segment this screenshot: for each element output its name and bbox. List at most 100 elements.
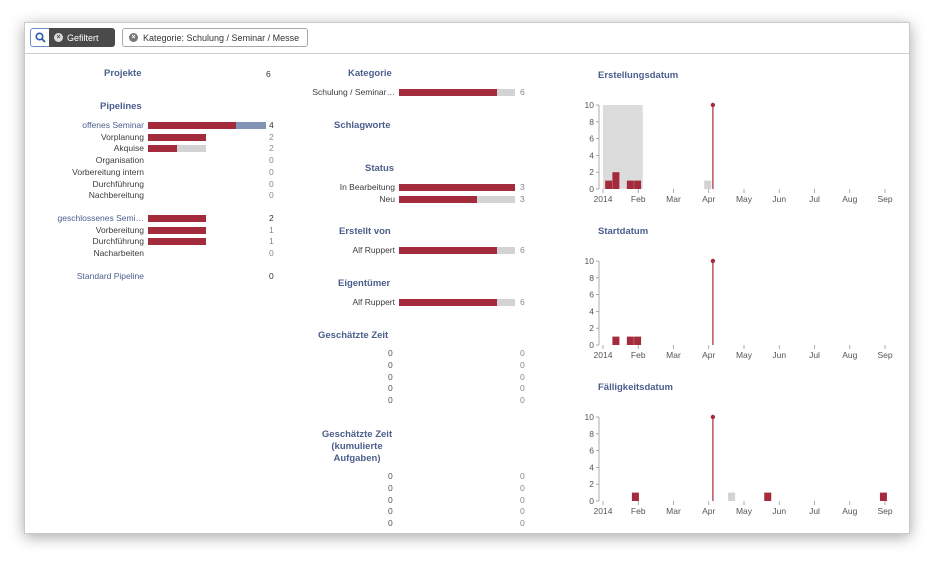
created-date-chart: Erstellungsdatum 0 2 4 6 8 10 2014 Feb Mar Apr May J…	[585, 70, 893, 204]
pipeline-stage-label[interactable]: Durchführung	[92, 236, 144, 247]
time-value-left: 0	[388, 506, 393, 517]
pipeline-bar	[148, 215, 206, 222]
facet-row-count: 6	[520, 245, 525, 255]
heading-line-2: (kumulierte	[331, 441, 383, 452]
pipeline-bar-rest	[236, 122, 266, 129]
y-tick-label: 4	[589, 150, 594, 160]
x-tick-label: Feb	[631, 350, 646, 360]
y-tick-label: 0	[589, 340, 594, 350]
projects-heading[interactable]: Projekte	[104, 68, 142, 79]
x-tick-label: 2014	[594, 350, 613, 360]
facet-row-count: 6	[520, 297, 525, 307]
x-tick-label: Sep	[877, 350, 892, 360]
x-tick-label: Jul	[809, 350, 820, 360]
y-tick-label: 0	[589, 184, 594, 194]
time-value-right: 0	[520, 482, 525, 493]
pipeline-bar-rest	[177, 145, 206, 153]
x-tick-label: May	[736, 194, 753, 204]
x-tick-label: Jun	[772, 506, 786, 516]
facet-bar	[399, 89, 497, 96]
time-value-left: 0	[388, 395, 393, 406]
remove-filter-icon[interactable]: ×	[129, 33, 138, 42]
y-tick-label: 2	[589, 479, 594, 489]
time-value-left: 0	[388, 471, 393, 481]
x-tick-label: Apr	[702, 506, 715, 516]
y-tick-label: 10	[585, 100, 595, 110]
category-heading: Kategorie	[348, 68, 392, 79]
x-tick-label: May	[736, 350, 753, 360]
y-tick-label: 4	[589, 306, 594, 316]
pipeline-stage-label[interactable]: Vorbereitung intern	[72, 166, 144, 177]
facet-row-label[interactable]: Schulung / Seminar…	[312, 87, 395, 97]
time-value-left: 0	[388, 482, 393, 493]
histogram-bar	[612, 172, 620, 189]
search-button[interactable]	[30, 28, 50, 47]
close-icon[interactable]: ×	[54, 33, 63, 42]
pipeline-stage-label[interactable]: Durchführung	[92, 178, 144, 189]
y-tick-label: 2	[589, 167, 594, 177]
facet-row-label[interactable]: Alf Ruppert	[352, 297, 395, 307]
pipeline-stage-count: 2	[269, 131, 274, 142]
pipeline-stage-label[interactable]: geschlossenes Semi…	[57, 213, 144, 223]
pipeline-stage-label[interactable]: Organisation	[95, 155, 144, 166]
category-filter-chip[interactable]: × Kategorie: Schulung / Seminar / Messe	[122, 28, 309, 47]
y-tick-label: 8	[589, 273, 594, 283]
facet-row-label[interactable]: Alf Ruppert	[352, 245, 395, 255]
histogram-bar	[612, 336, 620, 345]
x-tick-label: Sep	[877, 194, 892, 204]
facet-bar	[399, 184, 515, 191]
pipeline-stage-label[interactable]: Nacharbeiten	[93, 248, 144, 259]
filter-toolbar: × Gefiltert × Kategorie: Schulung / Semi…	[25, 23, 909, 54]
search-icon	[34, 32, 46, 43]
x-tick-label: Mar	[666, 194, 681, 204]
pipeline-stage-count: 2	[269, 213, 274, 223]
histogram-bar	[631, 492, 639, 501]
facet-bar-rest	[497, 247, 515, 254]
time-value-right: 0	[520, 359, 525, 370]
pipeline-stage-label[interactable]: offenes Seminar	[82, 120, 144, 130]
pipeline-stage-label[interactable]: Akquise	[113, 143, 144, 154]
pipeline-stage-count: 1	[269, 224, 274, 235]
histogram-bar	[879, 492, 887, 501]
pipeline-stage-count: 0	[269, 155, 274, 166]
heading-line-1: Geschätzte Zeit	[321, 429, 393, 440]
facet-row-label[interactable]: Neu	[379, 193, 395, 204]
x-tick-label: Feb	[631, 194, 646, 204]
facet-bar-rest	[497, 299, 515, 306]
pipeline-stage-label[interactable]: Vorbereitung	[95, 224, 144, 235]
pipeline-bar	[148, 133, 206, 141]
pipeline-stage-label[interactable]: Nachbereitung	[88, 190, 144, 201]
x-tick-label: Sep	[877, 506, 892, 516]
x-tick-label: Aug	[842, 506, 857, 516]
projects-count: 6	[266, 69, 271, 79]
pipeline-stage-label[interactable]: Vorplanung	[100, 131, 144, 142]
facet-row-label[interactable]: In Bearbeitung	[339, 182, 395, 192]
y-tick-label: 6	[589, 446, 594, 456]
status-heading: Status	[365, 163, 395, 174]
filtered-toggle[interactable]: × Gefiltert	[49, 28, 115, 47]
filtered-label: Gefiltert	[67, 32, 99, 43]
histogram-bar	[704, 180, 712, 189]
standard-pipeline-label[interactable]: Standard Pipeline	[76, 271, 144, 281]
y-tick-label: 0	[589, 496, 594, 506]
facet-bar	[399, 299, 497, 306]
estimated-time-heading: Geschätzte Zeit	[318, 330, 389, 341]
time-value-right: 0	[520, 494, 525, 505]
y-tick-label: 8	[589, 429, 594, 439]
time-value-left: 0	[388, 518, 393, 529]
pipeline-stage-count: 0	[269, 248, 274, 259]
chart-title: Startdatum	[598, 226, 648, 237]
y-tick-label: 6	[589, 134, 594, 144]
x-tick-label: 2014	[594, 194, 613, 204]
x-tick-label: Aug	[842, 350, 857, 360]
y-tick-label: 6	[589, 290, 594, 300]
time-value-right: 0	[520, 348, 525, 358]
histogram-bar	[626, 336, 634, 345]
x-tick-label: Mar	[666, 506, 681, 516]
time-value-right: 0	[520, 471, 525, 481]
time-value-left: 0	[388, 371, 393, 382]
x-tick-label: 2014	[594, 506, 613, 516]
pipeline-stage-count: 0	[269, 190, 274, 201]
created-by-heading: Erstellt von	[339, 226, 391, 237]
heading-line-3: Aufgaben)	[333, 453, 381, 464]
